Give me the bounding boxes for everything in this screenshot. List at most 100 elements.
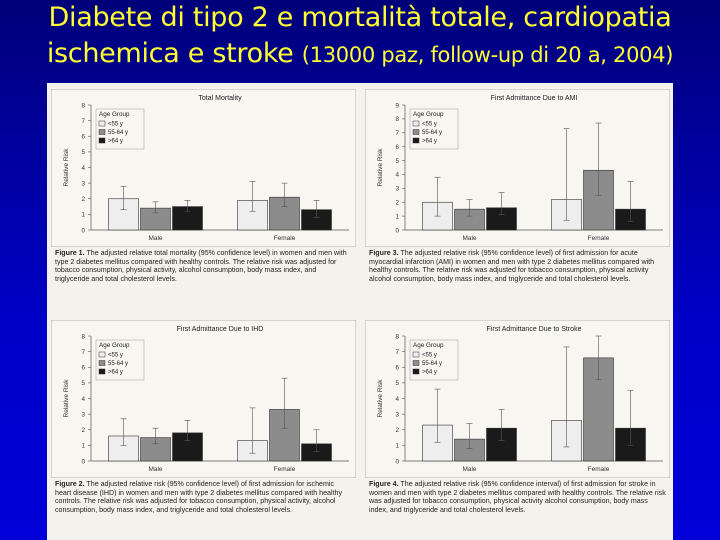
legend-title: Age Group (413, 342, 444, 349)
x-tick-label: Female (588, 466, 610, 473)
caption-text: The adjusted relative risk (95% confiden… (55, 480, 343, 514)
legend-swatch (412, 137, 420, 144)
y-tick-label: 8 (81, 102, 85, 109)
legend-swatch (412, 368, 420, 375)
y-tick-label: 0 (81, 458, 85, 465)
legend-label: >64 y (422, 139, 437, 145)
y-tick-label: 6 (81, 365, 85, 372)
x-tick-label: Male (462, 466, 476, 473)
y-tick-label: 7 (81, 349, 85, 356)
slide-title: Diabete di tipo 2 e mortalità totale, ca… (0, 0, 720, 73)
legend-swatch (412, 129, 420, 135)
y-axis-label: Relative Risk (63, 379, 70, 418)
article-scan: Total Mortality 0 1 2 3 4 5 6 7 8 Relative Risk Mal… (47, 83, 673, 540)
chart-ami: First Admittance Due to AMI 0 1 2 3 4 5 6 7 8 9 Rel… (365, 89, 670, 247)
legend-label: >64 y (108, 370, 123, 376)
y-tick-label: 1 (81, 212, 85, 219)
y-tick-label: 5 (395, 380, 399, 387)
y-tick-label: 2 (395, 200, 399, 207)
legend-label: <55 y (422, 353, 437, 359)
slide-title-detail: (13000 paz, follow-up di 20 a, 2004) (301, 43, 674, 67)
slide-title-line1: Diabete di tipo 2 e mortalità totale, ca… (48, 2, 672, 33)
caption-label: Figure 2. (55, 480, 85, 488)
caption-text: The adjusted relative risk (95% confiden… (369, 249, 655, 283)
panel-ihd: First Admittance Due to IHD 0 1 2 3 4 5 6 7 8 Rela… (51, 320, 356, 514)
x-tick-label: Male (462, 235, 476, 242)
legend-label: <55 y (108, 353, 123, 359)
y-tick-label: 6 (81, 134, 85, 141)
panel-ami: First Admittance Due to AMI 0 1 2 3 4 5 6 7 8 9 Rel… (365, 89, 670, 283)
y-tick-label: 9 (395, 102, 399, 109)
y-tick-label: 4 (81, 396, 85, 403)
panel-stroke: First Admittance Due to Stroke 0 1 2 3 4 5 6 7 8 R… (365, 320, 670, 514)
legend-swatch (98, 129, 106, 135)
legend-swatch (98, 137, 106, 144)
legend-label: 55-64 y (422, 130, 442, 136)
legend-swatch (98, 360, 106, 366)
y-tick-label: 7 (81, 118, 85, 125)
legend-swatch (98, 120, 106, 127)
y-tick-label: 5 (81, 149, 85, 156)
y-tick-label: 3 (81, 180, 85, 187)
legend-label: 55-64 y (422, 361, 442, 367)
caption-figure-2: Figure 2. The adjusted relative risk (95… (55, 480, 352, 514)
slide-title-main: ischemica e stroke (46, 38, 294, 69)
y-tick-label: 7 (395, 349, 399, 356)
legend-title: Age Group (99, 342, 130, 349)
y-tick-label: 1 (395, 213, 399, 220)
y-axis-label: Relative Risk (377, 379, 384, 418)
y-tick-label: 1 (81, 443, 85, 450)
x-tick-label: Female (274, 466, 296, 473)
x-tick-label: Female (274, 235, 296, 242)
legend-swatch (412, 360, 420, 366)
legend-label: 55-64 y (108, 361, 128, 367)
y-tick-label: 0 (395, 458, 399, 465)
y-tick-label: 4 (395, 172, 399, 179)
y-tick-label: 8 (81, 333, 85, 340)
legend-label: 55-64 y (108, 130, 128, 136)
panel-total-mortality: Total Mortality 0 1 2 3 4 5 6 7 8 Relative Risk Mal… (51, 89, 356, 283)
y-axis-label: Relative Risk (63, 148, 70, 187)
y-tick-label: 3 (395, 411, 399, 418)
legend-label: <55 y (422, 122, 437, 128)
caption-figure-4: Figure 4. The adjusted relative risk (95… (369, 480, 666, 514)
y-tick-label: 2 (395, 427, 399, 434)
x-tick-label: Male (148, 235, 162, 242)
y-tick-label: 8 (395, 333, 399, 340)
chart-ihd: First Admittance Due to IHD 0 1 2 3 4 5 6 7 8 Rela… (51, 320, 356, 478)
caption-text: The adjusted relative total mortality (9… (55, 249, 347, 283)
legend-swatch (98, 351, 106, 358)
legend-swatch (98, 368, 106, 375)
chart-title: First Admittance Due to AMI (491, 95, 578, 102)
caption-figure-3: Figure 3. The adjusted relative risk (95… (369, 249, 666, 283)
caption-label: Figure 1. (55, 249, 85, 257)
legend-label: >64 y (108, 139, 123, 145)
y-tick-label: 5 (395, 158, 399, 165)
y-tick-label: 7 (395, 130, 399, 137)
chart-title: First Admittance Due to IHD (177, 326, 264, 333)
y-axis-label: Relative Risk (377, 148, 384, 187)
caption-label: Figure 4. (369, 480, 399, 488)
legend-swatch (412, 120, 420, 127)
y-tick-label: 5 (81, 380, 85, 387)
legend-title: Age Group (413, 111, 444, 118)
chart-stroke: First Admittance Due to Stroke 0 1 2 3 4 5 6 7 8 R… (365, 320, 670, 478)
y-tick-label: 4 (395, 396, 399, 403)
y-tick-label: 8 (395, 116, 399, 123)
x-tick-label: Male (148, 466, 162, 473)
y-tick-label: 3 (81, 411, 85, 418)
y-tick-label: 2 (81, 196, 85, 203)
x-tick-label: Female (588, 235, 610, 242)
y-tick-label: 6 (395, 144, 399, 151)
chart-title: First Admittance Due to Stroke (487, 326, 582, 333)
legend-label: >64 y (422, 370, 437, 376)
legend-label: <55 y (108, 122, 123, 128)
y-tick-label: 4 (81, 165, 85, 172)
chart-total-mortality: Total Mortality 0 1 2 3 4 5 6 7 8 Relative Risk Mal… (51, 89, 356, 247)
legend-swatch (412, 351, 420, 358)
y-tick-label: 0 (81, 227, 85, 234)
legend-title: Age Group (99, 111, 130, 118)
y-tick-label: 1 (395, 443, 399, 450)
chart-title: Total Mortality (198, 95, 242, 102)
slide-title-line2: ischemica e stroke (13000 paz, follow-up… (0, 36, 720, 73)
